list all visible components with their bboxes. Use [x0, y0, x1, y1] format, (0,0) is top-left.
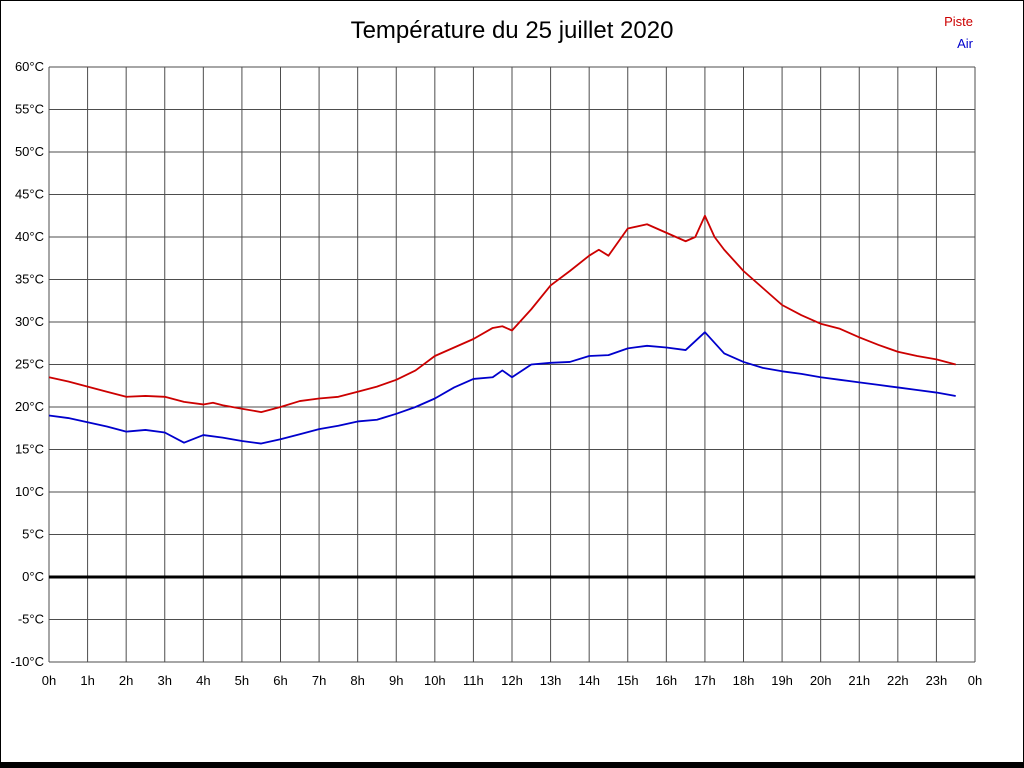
x-tick-label: 9h: [389, 673, 403, 688]
y-tick-label: 35°C: [15, 272, 44, 287]
x-tick-label: 3h: [158, 673, 172, 688]
y-tick-label: 25°C: [15, 357, 44, 372]
legend: Piste Air: [944, 11, 973, 55]
y-tick-label: 60°C: [15, 59, 44, 74]
x-tick-label: 7h: [312, 673, 326, 688]
y-tick-label: -5°C: [18, 612, 44, 627]
x-tick-label: 6h: [273, 673, 287, 688]
x-tick-label: 12h: [501, 673, 523, 688]
y-tick-label: 55°C: [15, 102, 44, 117]
y-tick-label: 15°C: [15, 442, 44, 457]
x-tick-label: 0h: [968, 673, 982, 688]
x-tick-label: 8h: [350, 673, 364, 688]
x-tick-label: 15h: [617, 673, 639, 688]
x-tick-label: 18h: [733, 673, 755, 688]
x-tick-label: 14h: [578, 673, 600, 688]
x-tick-label: 20h: [810, 673, 832, 688]
x-tick-label: 21h: [848, 673, 870, 688]
x-tick-label: 0h: [42, 673, 56, 688]
series-line-piste: [48, 214, 956, 414]
x-tick-label: 17h: [694, 673, 716, 688]
y-tick-label: -10°C: [11, 654, 44, 669]
x-tick-label: 23h: [926, 673, 948, 688]
x-tick-label: 5h: [235, 673, 249, 688]
y-tick-label: 0°C: [22, 569, 44, 584]
y-tick-label: 40°C: [15, 229, 44, 244]
series-line-air: [48, 331, 956, 445]
y-tick-label: 45°C: [15, 187, 44, 202]
y-tick-label: 10°C: [15, 484, 44, 499]
legend-item-piste: Piste: [944, 14, 973, 29]
x-tick-label: 11h: [463, 673, 484, 688]
legend-item-air: Air: [957, 36, 973, 51]
chart-title: Température du 25 juillet 2020: [350, 17, 674, 44]
x-tick-label: 13h: [540, 673, 562, 688]
x-tick-label: 10h: [424, 673, 446, 688]
x-tick-label: 22h: [887, 673, 909, 688]
x-tick-label: 1h: [80, 673, 94, 688]
x-tick-label: 4h: [196, 673, 210, 688]
y-tick-label: 20°C: [15, 399, 44, 414]
x-tick-label: 16h: [655, 673, 677, 688]
y-tick-label: 50°C: [15, 144, 44, 159]
y-tick-label: 5°C: [22, 527, 44, 542]
y-tick-label: 30°C: [15, 314, 44, 329]
x-tick-label: 19h: [771, 673, 793, 688]
x-tick-label: 2h: [119, 673, 133, 688]
